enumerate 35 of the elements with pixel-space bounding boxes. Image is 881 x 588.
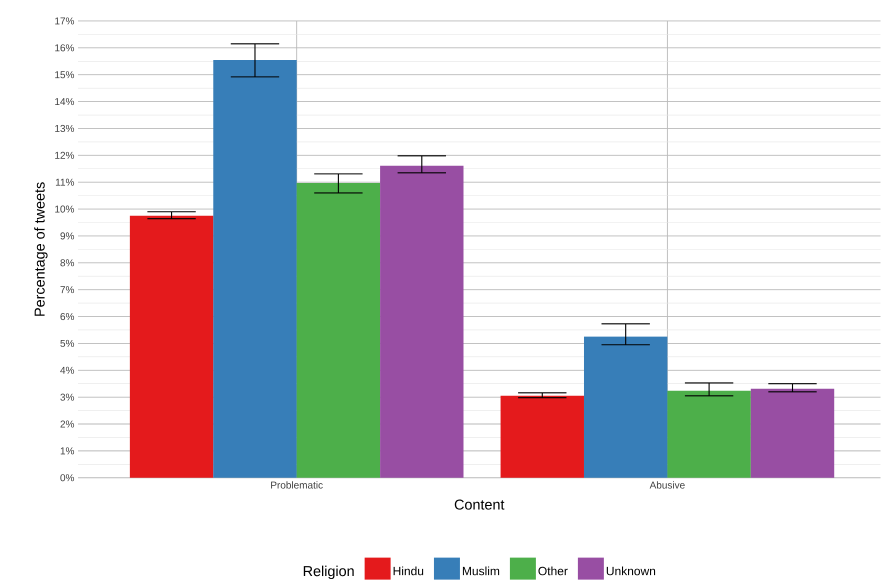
bar [667,390,751,478]
bar [500,396,584,478]
bar [213,60,297,478]
y-tick-label: 17% [55,18,74,25]
y-tick-label: 6% [60,313,74,320]
bar [296,183,380,478]
y-tick-label: 16% [55,44,74,52]
legend-label: Muslim [462,566,500,576]
y-tick-label: 8% [60,259,74,266]
legend-label: Unknown [606,566,656,576]
y-tick-label: 12% [55,152,74,159]
bar [750,388,834,478]
legend-label: Other [538,566,568,576]
y-tick-label: 3% [60,394,74,401]
y-tick-label: 13% [55,125,74,132]
y-tick-label: 11% [56,178,74,186]
x-axis-title: Content [454,500,504,510]
y-axis-title: Percentage of tweets [34,182,48,316]
legend-label: Hindu [394,566,424,576]
y-tick-label: 5% [60,340,74,348]
x-tick-label: Problematic [271,481,323,489]
bar [130,216,214,478]
bar [380,166,464,478]
y-tick-label: 4% [60,366,74,374]
y-tick-label: 1% [60,448,74,455]
bar [584,336,668,478]
y-tick-label: 15% [55,71,74,78]
y-tick-label: 10% [55,206,74,213]
legend-title: Religion [304,566,354,580]
y-tick-label: 9% [60,232,74,240]
y-tick-label: 2% [60,420,74,428]
y-tick-label: 0% [60,474,74,482]
y-tick-label: 7% [60,286,74,294]
x-tick-label: Abusive [650,481,685,489]
y-tick-label: 14% [55,98,74,106]
